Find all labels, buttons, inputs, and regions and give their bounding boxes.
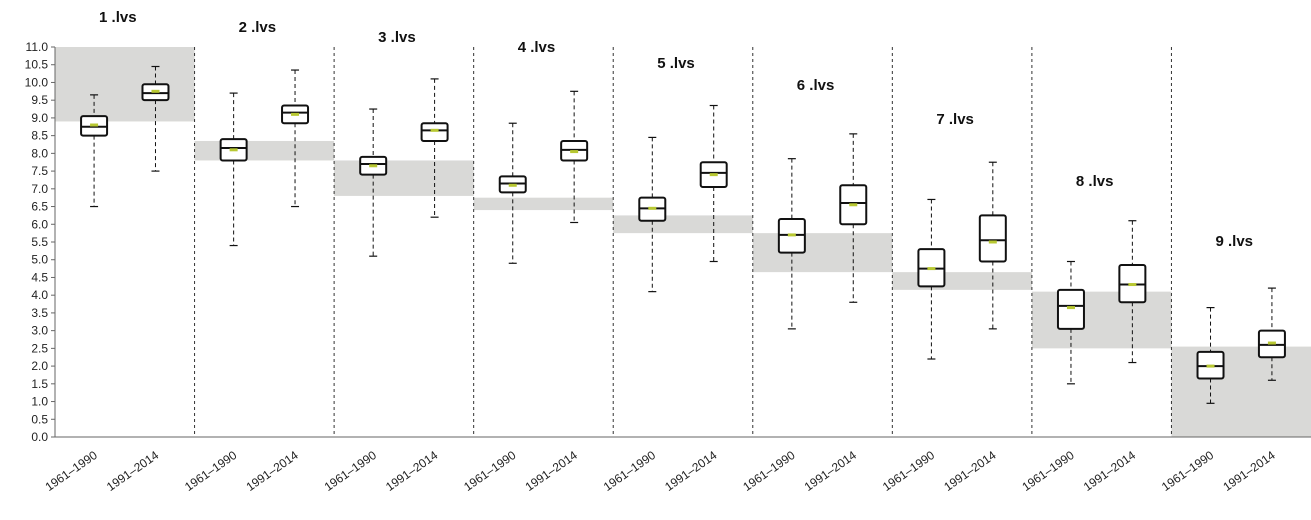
x-tick-label: 1991–2014 — [1081, 448, 1138, 494]
x-tick-label: 1991–2014 — [244, 448, 301, 494]
tick-labels: 0.0 0.5 1.0 1.5 2.0 2.5 3.0 3.5 4.0 4.5 5.0 5.5 6.0 6… — [25, 9, 1278, 494]
box — [1056, 288, 1085, 330]
range-band — [334, 160, 474, 196]
x-tick-label: 1991–2014 — [1220, 448, 1277, 494]
x-tick-label: 1991–2014 — [104, 448, 161, 494]
box — [978, 214, 1007, 263]
group-label: 7 .lvs — [936, 111, 974, 128]
y-tick-label: 7.0 — [31, 182, 48, 196]
range-band — [752, 233, 893, 273]
range-band — [1171, 346, 1311, 437]
mean-marker — [648, 206, 657, 210]
group-label: 9 .lvs — [1215, 233, 1253, 250]
mean-marker — [787, 233, 796, 237]
y-tick-label: 11.0 — [26, 40, 49, 54]
x-tick-label: 1961–1990 — [880, 448, 937, 494]
y-tick-label: 2.0 — [31, 359, 48, 373]
mean-marker — [570, 150, 579, 154]
y-tick-label: 10.0 — [25, 75, 49, 89]
y-tick-label: 0.0 — [31, 430, 48, 444]
y-tick-label: 8.0 — [31, 146, 48, 160]
mean-marker — [927, 267, 936, 271]
x-tick-label: 1961–1990 — [43, 448, 100, 494]
mean-marker — [1206, 364, 1215, 368]
mean-marker — [1066, 306, 1075, 310]
y-tick-label: 3.0 — [31, 324, 48, 338]
x-tick-label: 1991–2014 — [662, 448, 719, 494]
group-label: 2 .lvs — [239, 19, 277, 36]
x-tick-label: 1991–2014 — [802, 448, 859, 494]
x-tick-label: 1991–2014 — [941, 448, 998, 494]
x-tick-label: 1961–1990 — [601, 448, 658, 494]
range-band — [1031, 291, 1172, 349]
mean-marker — [151, 89, 160, 93]
mean-marker — [1267, 341, 1276, 345]
group-label: 8 .lvs — [1076, 173, 1114, 190]
y-tick-label: 9.0 — [31, 111, 48, 125]
y-tick-label: 1.0 — [31, 395, 48, 409]
x-tick-label: 1961–1990 — [182, 448, 239, 494]
y-tick-label: 3.5 — [31, 306, 48, 320]
y-tick-label: 0.5 — [31, 412, 48, 426]
group-label: 6 .lvs — [797, 77, 835, 94]
group-label: 4 .lvs — [518, 39, 556, 56]
range-band — [55, 47, 195, 122]
group-separators — [194, 47, 1172, 437]
range-band — [892, 272, 1032, 290]
x-tick-label: 1991–2014 — [523, 448, 580, 494]
group-label: 1 .lvs — [99, 9, 137, 26]
axes — [51, 46, 1311, 438]
y-tick-label: 6.5 — [31, 200, 48, 214]
x-tick-label: 1961–1990 — [322, 448, 379, 494]
group-label: 5 .lvs — [657, 55, 695, 72]
mean-marker — [709, 173, 718, 177]
mean-marker — [369, 164, 378, 168]
mean-marker — [291, 112, 300, 116]
mean-marker — [508, 183, 517, 187]
mean-marker — [1128, 283, 1137, 287]
x-tick-label: 1961–1990 — [1159, 448, 1216, 494]
y-tick-label: 10.5 — [25, 58, 49, 72]
mean-marker — [229, 148, 238, 152]
y-tick-label: 6.0 — [31, 217, 48, 231]
x-tick-label: 1991–2014 — [383, 448, 440, 494]
y-tick-label: 9.5 — [31, 93, 48, 107]
box-series — [80, 65, 1286, 404]
range-bands — [55, 47, 1311, 437]
range-band — [613, 215, 753, 234]
y-tick-label: 2.5 — [31, 341, 48, 355]
x-tick-label: 1961–1990 — [740, 448, 797, 494]
box — [420, 122, 449, 142]
y-tick-label: 5.5 — [31, 235, 48, 249]
mean-marker — [988, 240, 997, 244]
y-tick-label: 8.5 — [31, 129, 48, 143]
y-tick-label: 4.0 — [31, 288, 48, 302]
y-tick-label: 7.5 — [31, 164, 48, 178]
mean-marker — [849, 203, 858, 207]
mean-marker — [430, 128, 439, 132]
y-tick-label: 5.0 — [31, 253, 48, 267]
range-band — [473, 197, 614, 211]
group-label: 3 .lvs — [378, 29, 416, 46]
x-tick-label: 1961–1990 — [461, 448, 518, 494]
range-band — [194, 140, 335, 161]
x-tick-label: 1961–1990 — [1019, 448, 1076, 494]
mean-marker — [90, 123, 99, 127]
y-tick-label: 1.5 — [31, 377, 48, 391]
y-tick-label: 4.5 — [31, 270, 48, 284]
